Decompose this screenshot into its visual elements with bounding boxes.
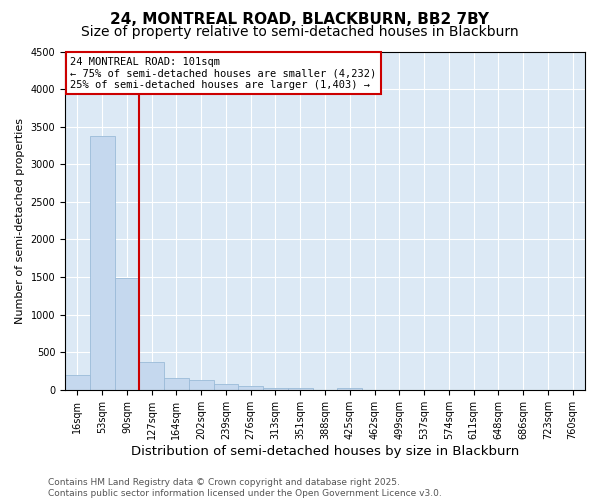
Bar [115, 278, 139, 390]
Bar [164, 378, 189, 390]
Bar [90, 136, 115, 390]
Bar [214, 384, 238, 390]
Text: 24, MONTREAL ROAD, BLACKBURN, BB2 7BY: 24, MONTREAL ROAD, BLACKBURN, BB2 7BY [110, 12, 490, 28]
Bar [189, 380, 214, 390]
Y-axis label: Number of semi-detached properties: Number of semi-detached properties [15, 118, 25, 324]
Bar [65, 375, 90, 390]
Bar [288, 388, 313, 390]
Bar [263, 388, 288, 390]
Text: 24 MONTREAL ROAD: 101sqm
← 75% of semi-detached houses are smaller (4,232)
25% o: 24 MONTREAL ROAD: 101sqm ← 75% of semi-d… [70, 56, 376, 90]
Text: Contains HM Land Registry data © Crown copyright and database right 2025.
Contai: Contains HM Land Registry data © Crown c… [48, 478, 442, 498]
Bar [337, 388, 362, 390]
Text: Size of property relative to semi-detached houses in Blackburn: Size of property relative to semi-detach… [81, 25, 519, 39]
X-axis label: Distribution of semi-detached houses by size in Blackburn: Distribution of semi-detached houses by … [131, 444, 519, 458]
Bar [238, 386, 263, 390]
Bar [139, 362, 164, 390]
